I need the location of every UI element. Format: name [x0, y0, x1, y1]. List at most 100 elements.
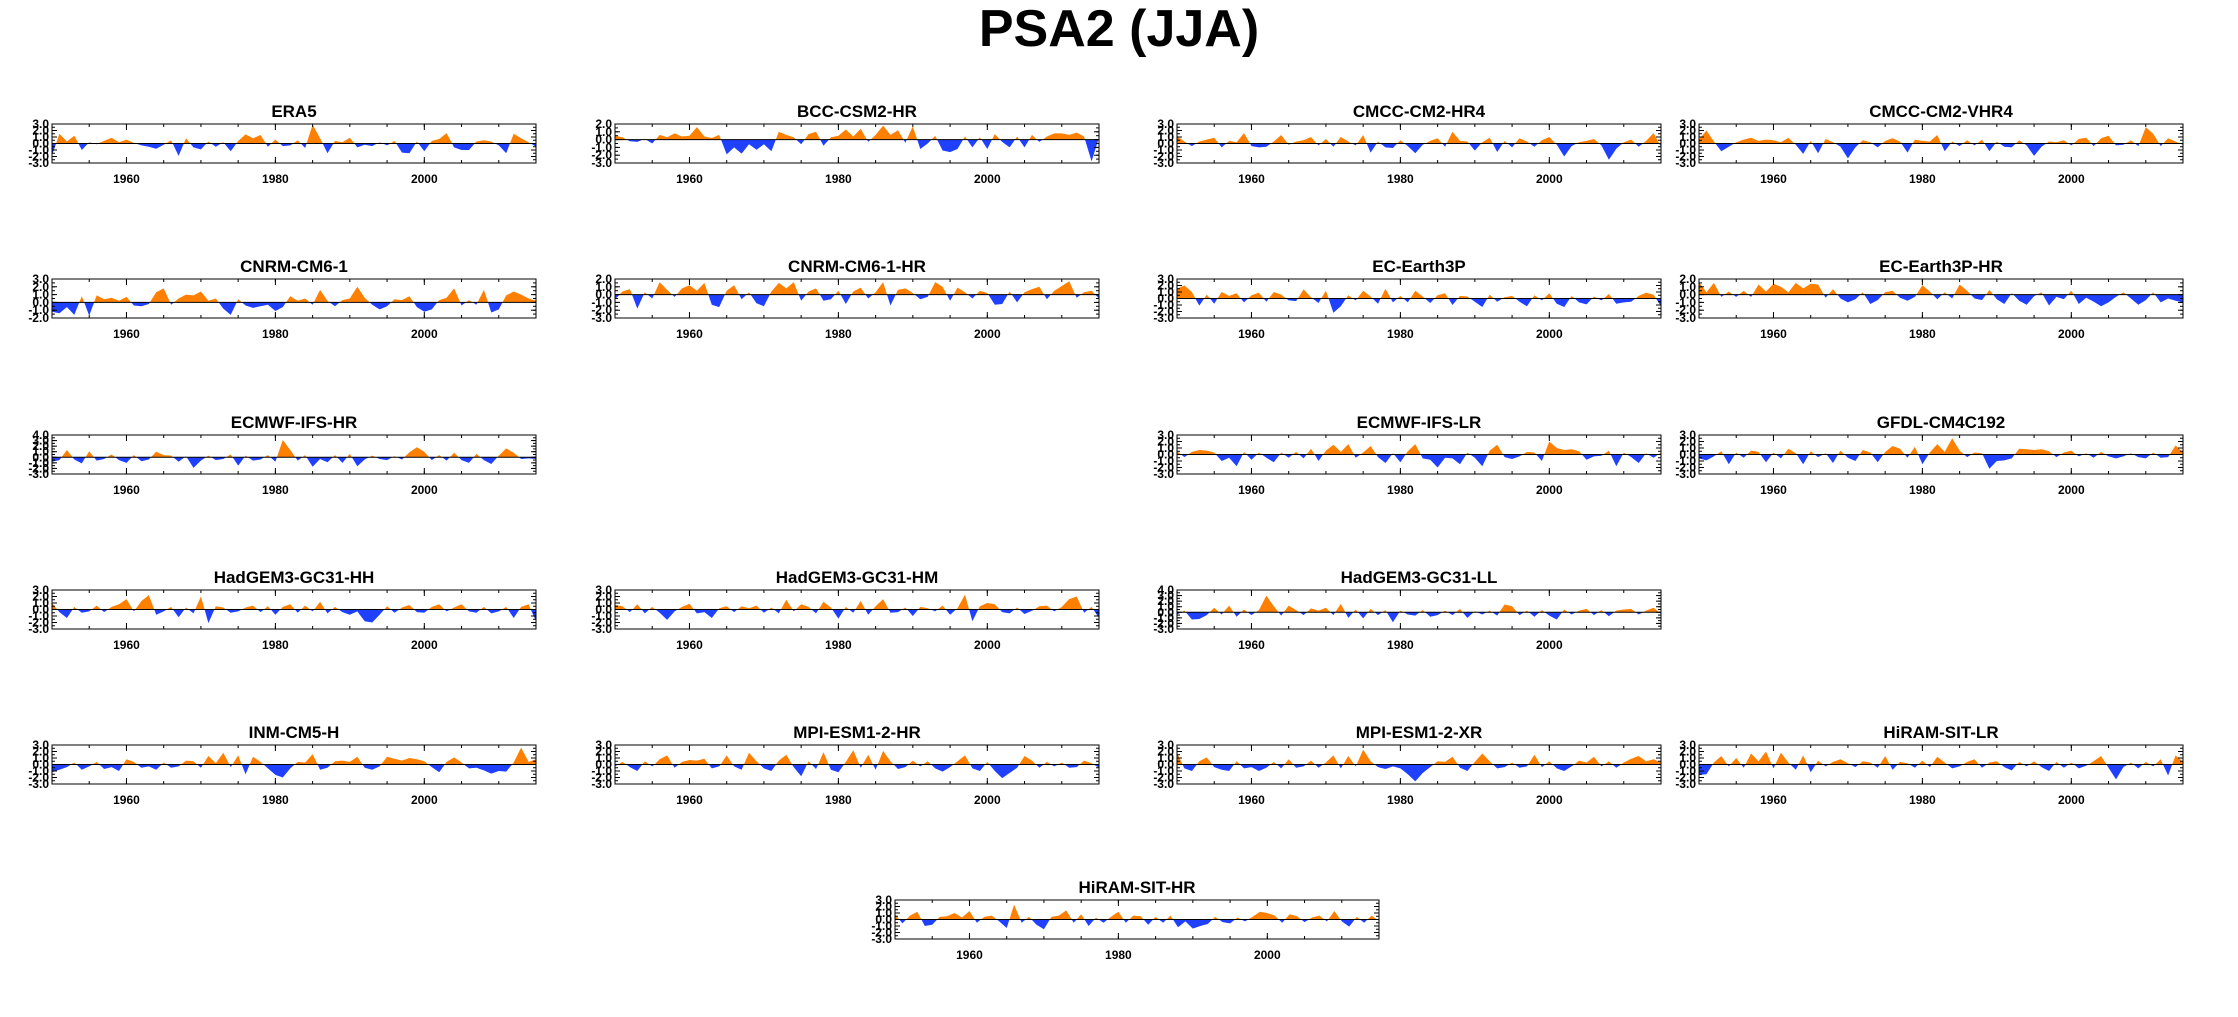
y-tick-label: -2.0 [1675, 303, 1696, 317]
panel-hadgem3-gc31-hh: HadGEM3-GC31-HH 3.02.01.00.0-1.0-2.0-3.0 1… [28, 568, 537, 652]
x-tick-label: 1960 [113, 172, 140, 186]
figure-title: PSA2 (JJA) [978, 0, 1260, 58]
x-tick-label: 1980 [825, 327, 852, 341]
x-tick-label: 2000 [974, 638, 1001, 652]
panel-title: MPI-ESM1-2-HR [793, 723, 921, 742]
y-tick-label: 2.0 [1157, 435, 1174, 449]
x-tick-label: 1980 [1909, 327, 1936, 341]
panel-cnrm-cm6-1-hr: CNRM-CM6-1-HR 2.01.00.0-1.0-2.0-3.0 1960 19… [591, 257, 1100, 341]
y-tick-label: 2.0 [32, 124, 49, 138]
panel-title: GFDL-CM4C192 [1877, 413, 2005, 432]
y-tick-label: -1.0 [591, 764, 612, 778]
negative-area [52, 764, 536, 778]
panel-title: HadGEM3-GC31-LL [1341, 568, 1498, 587]
x-tick-label: 1980 [1387, 638, 1414, 652]
y-tick-label: 1.0 [595, 280, 612, 294]
panel-hadgem3-gc31-hm: HadGEM3-GC31-HM 3.02.01.00.0-1.0-2.0-3.0 1… [591, 568, 1100, 652]
positive-area [615, 750, 1099, 765]
x-tick-label: 1980 [1909, 483, 1936, 497]
y-tick-label: -1.0 [28, 143, 49, 157]
panel-era5: ERA5 3.02.01.00.0-1.0-2.0-3.0 1960 1980 2000 [28, 102, 537, 186]
y-tick-label: -3.0 [1675, 777, 1696, 791]
y-tick-label: -2.0 [28, 616, 49, 630]
x-tick-label: 1960 [676, 172, 703, 186]
y-tick-label: -3.0 [591, 156, 612, 170]
y-tick-label: 0.0 [32, 603, 49, 617]
panel-cmcc-cm2-hr4: CMCC-CM2-HR4 3.02.01.00.0-1.0-2.0-3.0 1960… [1153, 102, 1662, 186]
panel-title: EC-Earth3P [1372, 257, 1466, 276]
y-tick-label: 0.0 [595, 288, 612, 302]
y-tick-label: -3.0 [591, 622, 612, 636]
panel-ecmwf-ifs-lr: ECMWF-IFS-LR 3.02.01.00.0-1.0-2.0-3.0 1960… [1153, 413, 1662, 497]
plot-frame [1176, 589, 1662, 630]
x-tick-label: 1980 [262, 172, 289, 186]
y-tick-label: 3.0 [1157, 589, 1174, 603]
y-tick-label: 1.0 [1157, 285, 1174, 299]
x-tick-label: 1960 [1760, 483, 1787, 497]
y-tick-label: -2.0 [28, 311, 49, 325]
panel-title: CMCC-CM2-VHR4 [1869, 102, 2013, 121]
y-tick-label: -2.0 [28, 461, 49, 475]
y-tick-label: 2.0 [595, 117, 612, 131]
x-tick-label: 1960 [676, 793, 703, 807]
x-tick-label: 1980 [825, 172, 852, 186]
y-tick-label: 1.0 [1679, 441, 1696, 455]
y-tick-label: 3.0 [32, 738, 49, 752]
x-tick-label: 2000 [974, 327, 1001, 341]
y-tick-label: -1.0 [591, 609, 612, 623]
y-tick-label: -3.0 [1675, 156, 1696, 170]
y-tick-label: -3.0 [591, 777, 612, 791]
y-tick-label: 1.0 [595, 751, 612, 765]
y-tick-label: 0.0 [32, 137, 49, 151]
panel-ec-earth3p: EC-Earth3P 3.02.01.00.0-1.0-2.0-3.0 1960 19… [1153, 257, 1662, 341]
y-tick-label: 3.0 [1157, 428, 1174, 442]
positive-area [1177, 749, 1661, 765]
y-tick-label: 2.0 [1157, 594, 1174, 608]
x-tick-label: 2000 [2058, 793, 2085, 807]
y-tick-label: -3.0 [591, 311, 612, 325]
y-tick-label: 1.0 [1157, 441, 1174, 455]
y-tick-label: 0.0 [875, 913, 892, 927]
positive-area [895, 904, 1379, 920]
panel-title: CMCC-CM2-HR4 [1353, 102, 1486, 121]
y-tick-label: 1.0 [1679, 751, 1696, 765]
y-tick-label: -3.0 [1675, 311, 1696, 325]
y-tick-label: 1.0 [875, 906, 892, 920]
panel-hiram-sit-lr: HiRAM-SIT-LR 3.02.01.00.0-1.0-2.0-3.0 1960… [1675, 723, 2184, 807]
x-tick-label: 1960 [1760, 327, 1787, 341]
panel-hiram-sit-hr: HiRAM-SIT-HR 3.02.01.00.0-1.0-2.0-3.0 1960… [871, 878, 1380, 962]
negative-area [1177, 612, 1661, 623]
y-tick-label: -3.0 [28, 622, 49, 636]
panel-cmcc-cm2-vhr4: CMCC-CM2-VHR4 3.02.01.00.0-1.0-2.0-3.0 196… [1675, 102, 2184, 186]
y-tick-label: -2.0 [28, 150, 49, 164]
x-tick-label: 2000 [974, 793, 1001, 807]
x-tick-label: 1980 [1387, 172, 1414, 186]
y-tick-label: 1.0 [1157, 600, 1174, 614]
panel-ec-earth3p-hr: EC-Earth3P-HR 2.01.00.0-1.0-2.0-3.0 1960 19… [1675, 257, 2184, 341]
positive-area [1177, 595, 1661, 613]
x-tick-label: 1980 [1105, 948, 1132, 962]
x-tick-label: 1980 [1909, 793, 1936, 807]
y-tick-label: 0.0 [32, 295, 49, 309]
y-tick-label: 1.0 [32, 596, 49, 610]
y-tick-label: -3.0 [28, 156, 49, 170]
x-tick-label: 1960 [1238, 793, 1265, 807]
y-tick-label: 3.0 [1679, 738, 1696, 752]
plot-frame [614, 278, 1100, 319]
x-tick-label: 2000 [2058, 172, 2085, 186]
y-tick-label: 4.0 [1157, 583, 1174, 597]
y-tick-label: 3.0 [1157, 738, 1174, 752]
x-tick-label: 1960 [1760, 172, 1787, 186]
y-tick-label: -1.0 [28, 764, 49, 778]
positive-area [52, 286, 536, 303]
panel-title: EC-Earth3P-HR [1879, 257, 2003, 276]
x-tick-label: 1960 [1238, 483, 1265, 497]
y-tick-label: -2.0 [1675, 771, 1696, 785]
x-tick-label: 1960 [113, 327, 140, 341]
y-tick-label: -1.0 [591, 295, 612, 309]
x-tick-label: 1960 [113, 793, 140, 807]
y-tick-label: -2.0 [1675, 150, 1696, 164]
positive-area [1699, 751, 2183, 765]
y-tick-label: -3.0 [871, 932, 892, 946]
y-tick-label: -1.0 [28, 609, 49, 623]
